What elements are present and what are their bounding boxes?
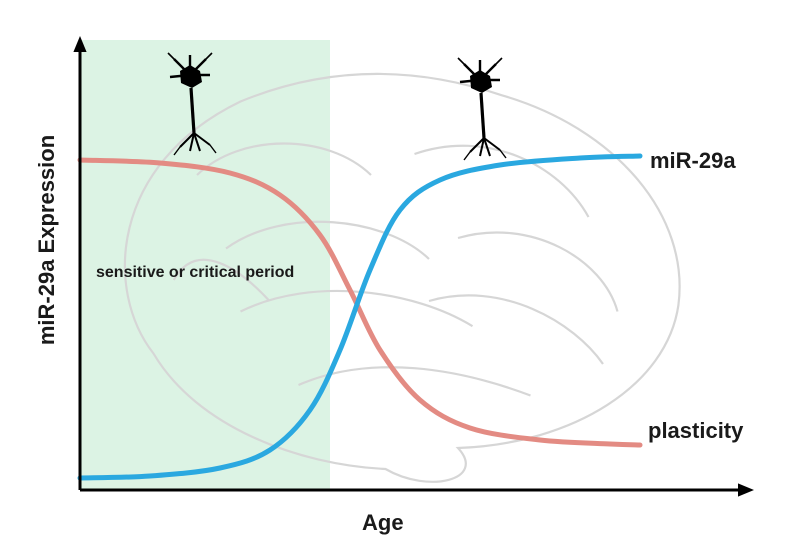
mir29a-series-label: miR-29a	[650, 148, 736, 174]
critical-period-label: sensitive or critical period	[96, 264, 294, 282]
y-axis-label: miR-29a Expression	[34, 80, 60, 400]
plasticity-series-label: plasticity	[648, 418, 743, 444]
x-axis-label: Age	[362, 510, 404, 536]
